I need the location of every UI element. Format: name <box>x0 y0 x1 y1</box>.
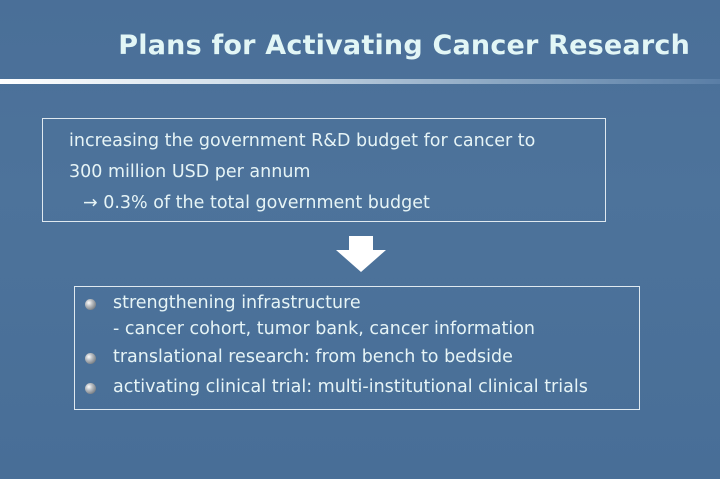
down-arrow-icon <box>336 236 386 272</box>
bullet-icon <box>85 353 96 364</box>
title-divider <box>0 79 720 84</box>
bullet-icon <box>85 299 96 310</box>
bullet-icon <box>85 383 96 394</box>
budget-box: increasing the government R&D budget for… <box>42 118 606 222</box>
item-subtext: - cancer cohort, tumor bank, cancer info… <box>113 319 535 339</box>
plans-box: strengthening infrastructure - cancer co… <box>74 286 640 410</box>
slide-title: Plans for Activating Cancer Research <box>118 30 690 61</box>
budget-line: → 0.3% of the total government budget <box>83 193 430 213</box>
budget-line: increasing the government R&D budget for… <box>69 131 536 151</box>
item-text: activating clinical trial: multi-institu… <box>113 377 588 397</box>
item-text: translational research: from bench to be… <box>113 347 513 367</box>
item-text: strengthening infrastructure <box>113 293 361 313</box>
budget-line: 300 million USD per annum <box>69 162 311 182</box>
